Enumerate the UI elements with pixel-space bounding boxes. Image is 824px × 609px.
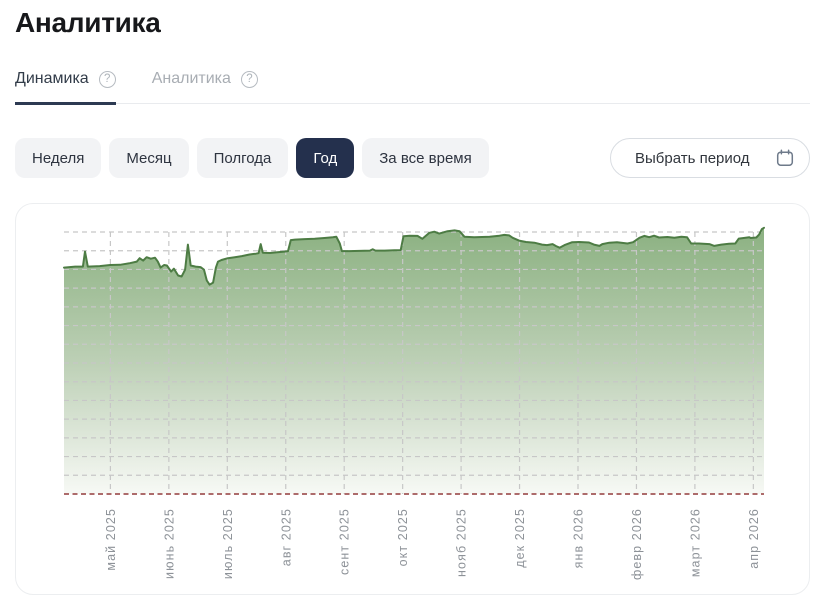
question-circle-icon[interactable]: ? [98, 70, 116, 88]
x-axis-label: май 2025 [104, 508, 118, 571]
x-axis-label: нояб 2025 [455, 508, 469, 577]
tab-analytics[interactable]: Аналитика? [152, 70, 258, 103]
period-option-all_time[interactable]: За все время [362, 138, 489, 178]
page-title: Аналитика [15, 7, 161, 38]
tab-label: Динамика [15, 70, 89, 87]
series-line [63, 226, 765, 286]
x-axis-label: июль 2025 [221, 508, 235, 579]
period-option-month[interactable]: Месяц [109, 138, 189, 178]
period-option-half_year[interactable]: Полгода [196, 138, 289, 178]
dynamics-area-chart[interactable]: май 2025 июнь 2025 июль 2025 авг 2025 сент 2… [16, 204, 807, 592]
x-axis-label: март 2026 [688, 508, 702, 577]
tab-dynamics[interactable]: Динамика? [15, 70, 116, 105]
question-circle-icon[interactable]: ? [240, 70, 258, 88]
tab-bar: Динамика? Аналитика? [15, 70, 810, 105]
x-axis-label: дек 2025 [513, 508, 527, 568]
date-range-picker[interactable]: Выбрать период [610, 138, 810, 178]
x-axis-label: авг 2025 [279, 508, 293, 566]
x-axis-label: янв 2026 [572, 508, 586, 568]
calendar-icon [775, 148, 795, 168]
chart-card: май 2025 июнь 2025 июль 2025 авг 2025 сент 2… [15, 203, 810, 595]
x-axis-label: июнь 2025 [162, 508, 176, 579]
period-option-year[interactable]: Год [296, 138, 355, 178]
series-area-fill [64, 227, 764, 495]
tab-label: Аналитика [151, 70, 231, 87]
x-axis-label: февр 2026 [630, 508, 644, 580]
x-axis-label: окт 2025 [396, 508, 410, 566]
x-axis-label: апр 2026 [747, 508, 761, 569]
period-toolbar: Неделя Месяц Полгода Год За все время Выбрат… [15, 138, 810, 178]
date-picker-label: Выбрать период [635, 149, 750, 167]
period-option-week[interactable]: Неделя [15, 138, 102, 178]
x-axis-label: сент 2025 [338, 508, 352, 575]
analytics-page: Аналитика Динамика? Аналитика? Неделя Меся… [15, 7, 810, 595]
period-filter-group: Неделя Месяц Полгода Год За все время [15, 138, 489, 178]
